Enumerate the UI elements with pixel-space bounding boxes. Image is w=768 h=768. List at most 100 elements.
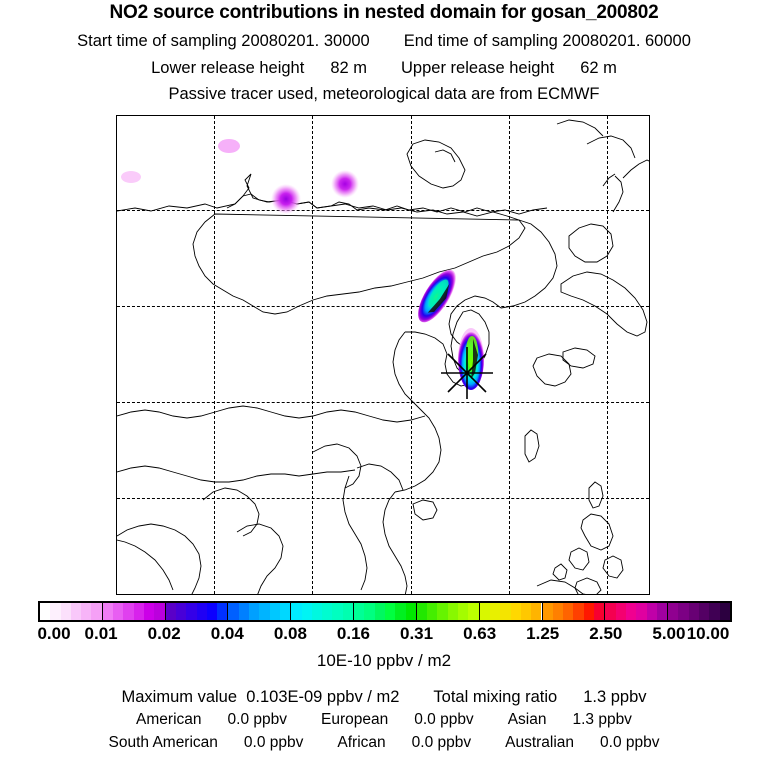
region-australian-label: Australian [505, 734, 575, 751]
end-time-value: 20080201. 60000 [562, 32, 691, 50]
colorbar-step-2-2 [186, 603, 197, 620]
colorbar-step-5-3 [384, 603, 396, 620]
colorbar-step-8-1 [552, 603, 564, 620]
colorbar-tick-0-08: 0.08 [273, 624, 307, 643]
colorbar-band-5 [354, 603, 417, 620]
upper-release-value: 62 m [580, 59, 617, 77]
colorbar-step-7-0 [479, 603, 490, 620]
colorbar-tick-0-04: 0.04 [210, 624, 244, 643]
colorbar-tick-2-50: 2.50 [589, 624, 623, 643]
colorbar-step-8-4 [583, 603, 594, 620]
sampling-time-line: Start time of sampling 20080201. 30000 En… [0, 32, 768, 51]
colorbar-band-8 [542, 603, 606, 620]
colorbar-step-0-4 [81, 603, 92, 620]
colorbar-step-5-0 [354, 603, 365, 620]
region-american-value: 0.0 ppbv [227, 711, 287, 728]
colorbar-step-9-3 [636, 603, 647, 620]
colorbar-step-6-3 [447, 603, 459, 620]
upper-release-label: Upper release height [401, 59, 555, 77]
gridline-vertical-1 [312, 116, 313, 594]
colorbar-step-3-1 [238, 603, 250, 620]
colorbar-step-5-4 [395, 603, 406, 620]
start-time-value: 20080201. 30000 [241, 32, 370, 50]
colorbar-tick-0-01: 0.01 [84, 624, 118, 643]
colorbar-step-1-5 [154, 603, 165, 620]
colorbar-tick-0-00: 0.00 [37, 624, 71, 643]
gridline-vertical-2 [411, 116, 412, 594]
colorbar-band-10 [668, 603, 730, 620]
colorbar-band-6 [416, 603, 480, 620]
colorbar-step-3-4 [269, 603, 280, 620]
colorbar-step-6-5 [468, 603, 479, 620]
gridline-horizontal-0 [117, 210, 649, 211]
colorbar-step-6-0 [416, 603, 428, 620]
colorbar-step-9-1 [615, 603, 626, 620]
colorbar-step-4-4 [332, 603, 343, 620]
region-asian-label: Asian [507, 711, 547, 728]
colorbar-band-3 [228, 603, 292, 620]
colorbar-tick-0-02: 0.02 [147, 624, 181, 643]
colorbar-step-7-3 [510, 603, 521, 620]
colorbar-step-0-2 [60, 603, 71, 620]
colorbar-step-0-0 [40, 603, 51, 620]
colorbar-step-10-1 [678, 603, 689, 620]
release-height-line: Lower release height 82 m Upper release he… [0, 59, 768, 78]
colorbar-step-3-3 [259, 603, 270, 620]
colorbar-step-5-5 [405, 603, 416, 620]
gridline-vertical-0 [214, 116, 215, 594]
colorbar-step-1-4 [144, 603, 155, 620]
colorbar-tick-10-00: 10.00 [686, 624, 730, 643]
colorbar-step-7-2 [500, 603, 511, 620]
colorbar-step-4-2 [311, 603, 323, 620]
gridline-vertical-4 [607, 116, 608, 594]
colorbar-band-4 [291, 603, 355, 620]
colorbar-step-1-1 [113, 603, 124, 620]
colorbar-step-3-5 [279, 603, 291, 620]
region-asian-value: 1.3 ppbv [572, 711, 632, 728]
colorbar-step-4-0 [291, 603, 302, 620]
total-mixing-ratio-label: Total mixing ratio [433, 688, 558, 706]
colorbar-step-1-3 [133, 603, 144, 620]
colorbar-band-9 [605, 603, 669, 620]
colorbar-tick-0-16: 0.16 [336, 624, 370, 643]
colorbar-step-0-3 [70, 603, 82, 620]
end-time-label: End time of sampling [403, 32, 558, 50]
footer-summary-line: Maximum value 0.103E-09 ppbv / m2 Total m… [0, 688, 768, 707]
colorbar-step-0-5 [91, 603, 102, 620]
colorbar-step-10-2 [688, 603, 700, 620]
colorbar-step-0-1 [50, 603, 61, 620]
colorbar-step-10-0 [668, 603, 679, 620]
colorbar-unit-label: 10E-10 ppbv / m2 [316, 651, 452, 670]
colorbar-step-9-4 [646, 603, 657, 620]
colorbar-step-5-1 [364, 603, 375, 620]
colorbar-tick-5-00: 5.00 [652, 624, 686, 643]
colorbar-step-8-3 [573, 603, 584, 620]
region-american-label: American [136, 711, 202, 728]
colorbar-step-5-2 [374, 603, 385, 620]
start-time-label: Start time of sampling [77, 32, 237, 50]
lower-release-label: Lower release height [151, 59, 305, 77]
colorbar-step-2-3 [196, 603, 207, 620]
colorbar-step-6-2 [437, 603, 448, 620]
map-plot-area [116, 115, 650, 595]
region-australian-value: 0.0 ppbv [600, 734, 660, 751]
colorbar-step-1-2 [123, 603, 134, 620]
colorbar-band-2 [165, 603, 229, 620]
colorbar-step-7-5 [531, 603, 542, 620]
colorbar-band-1 [102, 603, 166, 620]
region-european-value: 0.0 ppbv [414, 711, 474, 728]
gridline-vertical-3 [509, 116, 510, 594]
region-south-american-label: South American [108, 734, 218, 751]
region-european-label: European [320, 711, 389, 728]
region-african-label: African [337, 734, 386, 751]
tracer-note: Passive tracer used, meteorological data… [168, 85, 600, 103]
region-african-value: 0.0 ppbv [411, 734, 472, 751]
map-canvas [117, 116, 649, 594]
colorbar-step-10-5 [719, 603, 730, 620]
colorbar-step-1-0 [102, 603, 114, 620]
colorbar-tick-labels: 0.00 0.01 0.02 0.04 0.08 0.16 0.31 0.63 1.25 2.50… [0, 624, 768, 644]
colorbar-step-8-0 [542, 603, 553, 620]
colorbar-step-9-0 [605, 603, 616, 620]
colorbar-step-4-3 [322, 603, 333, 620]
colorbar-step-8-5 [593, 603, 605, 620]
